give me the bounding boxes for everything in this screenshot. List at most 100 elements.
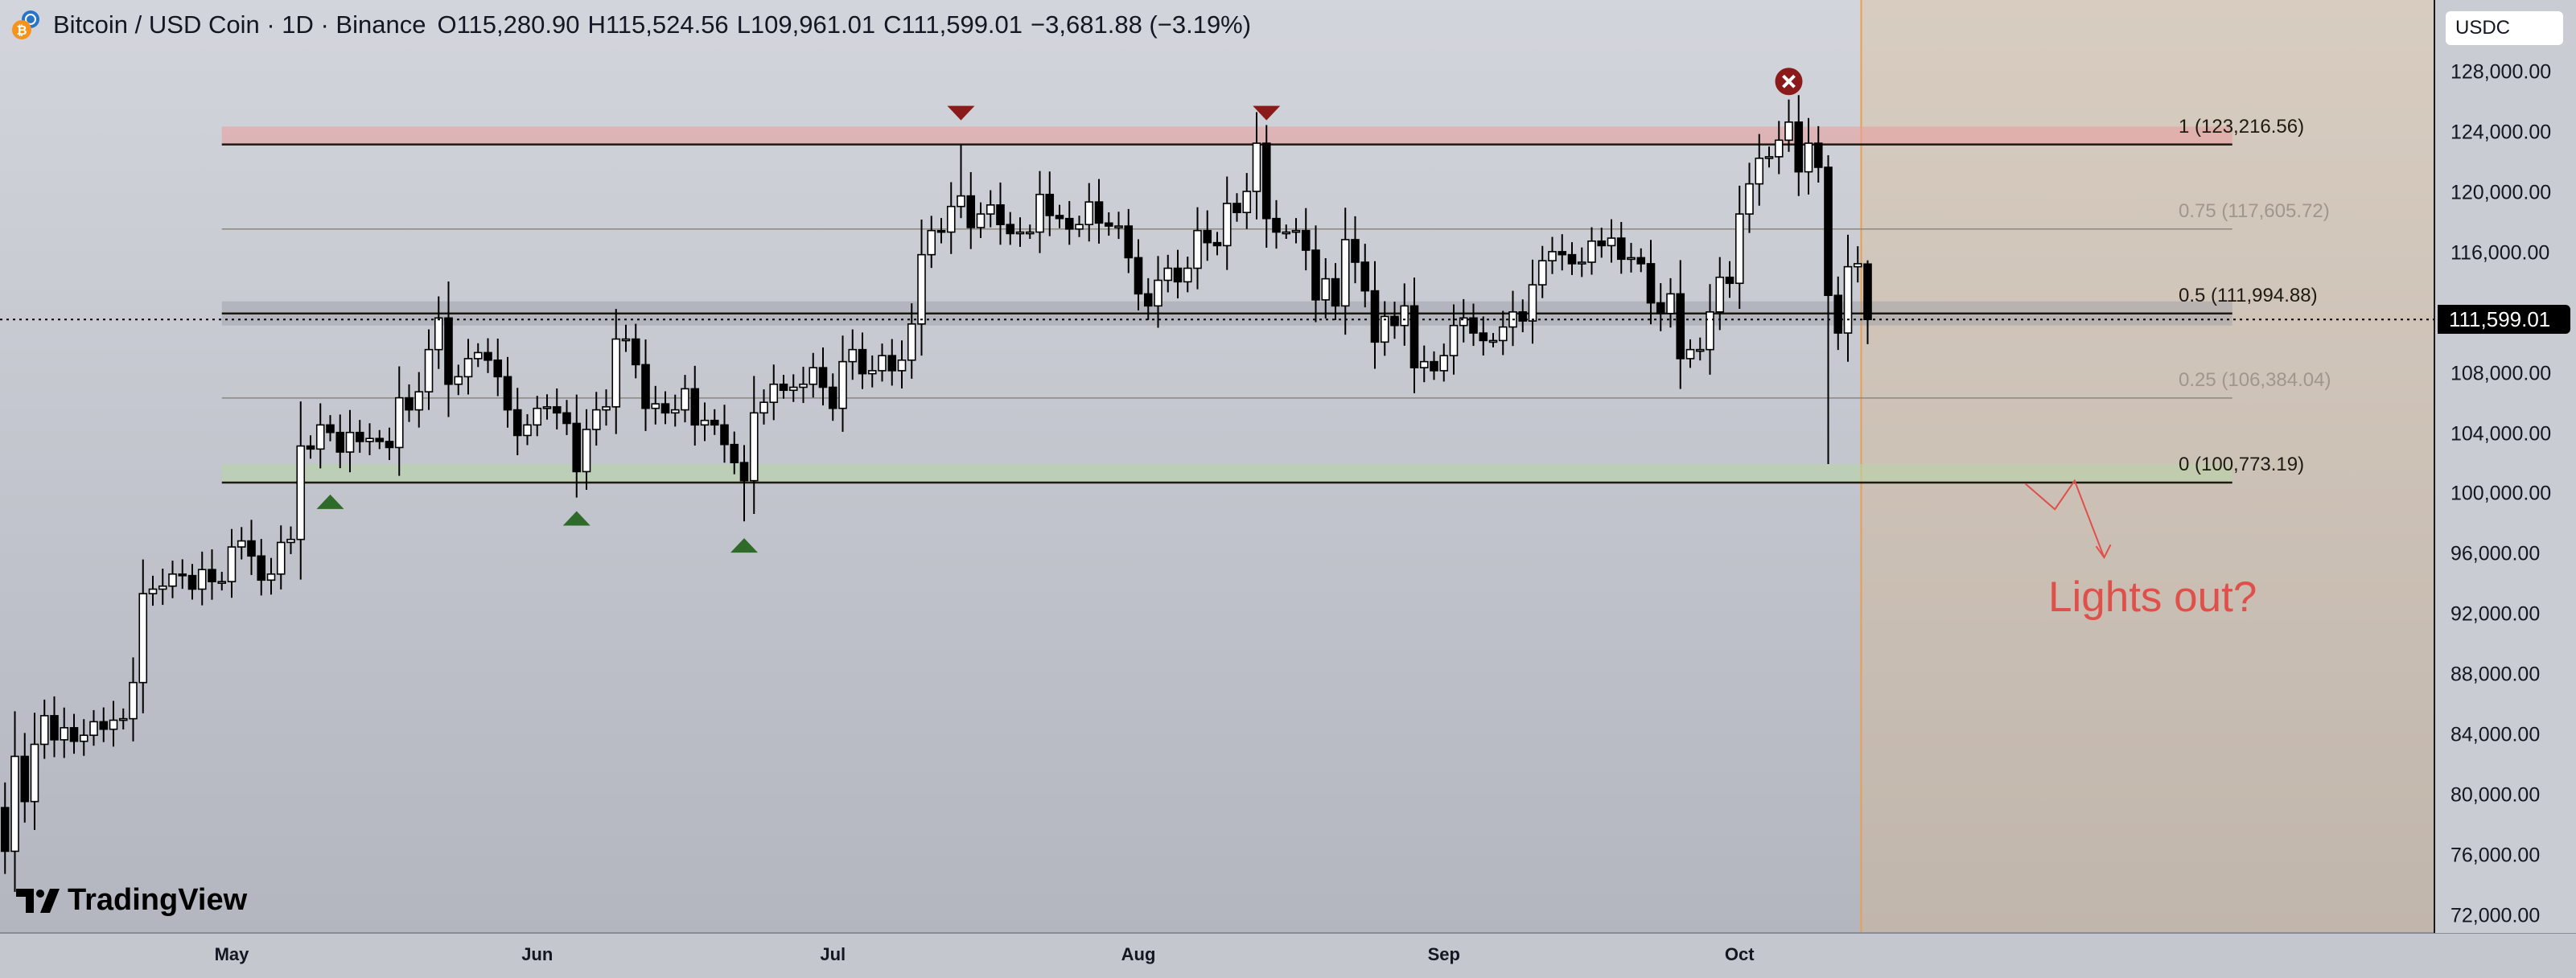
- candle: [217, 581, 227, 584]
- candle: [1528, 284, 1537, 322]
- candle: [1390, 315, 1399, 327]
- symbol-title[interactable]: Bitcoin / USD Coin · 1D · Binance: [53, 10, 426, 39]
- candle: [1291, 229, 1301, 233]
- candle: [1094, 201, 1104, 224]
- candle: [1331, 277, 1340, 307]
- candle: [1173, 267, 1183, 283]
- candle: [946, 205, 956, 233]
- candle: [237, 540, 246, 548]
- price-tick-label: 128,000.00: [2450, 60, 2552, 84]
- candle: [1104, 222, 1113, 227]
- annotation-text[interactable]: Lights out?: [2048, 573, 2257, 621]
- candle: [197, 569, 207, 590]
- low-value: L109,961.01: [736, 10, 876, 39]
- candle: [1301, 229, 1311, 251]
- candle: [887, 355, 897, 372]
- buy-signal-icon: [730, 538, 758, 553]
- candle: [1577, 261, 1586, 265]
- candle: [1272, 217, 1281, 233]
- candle: [0, 807, 10, 853]
- candle: [1183, 267, 1192, 283]
- candle: [611, 338, 621, 408]
- candle: [838, 360, 847, 409]
- candle: [897, 359, 907, 372]
- candle: [385, 441, 394, 449]
- candle: [917, 253, 926, 325]
- change-value: −3,681.88 (−3.19%): [1031, 10, 1252, 39]
- candle: [138, 593, 148, 684]
- candle: [1715, 276, 1725, 313]
- tradingview-logo[interactable]: TradingView: [16, 883, 247, 918]
- candle: [878, 355, 887, 372]
- candle: [1025, 231, 1035, 235]
- candle: [1587, 240, 1596, 263]
- fib-level-label: 0.25 (106,384.04): [2179, 368, 2331, 391]
- candle: [69, 727, 79, 742]
- candle: [1163, 267, 1173, 281]
- candle: [828, 386, 837, 409]
- candle: [1419, 360, 1429, 368]
- candle: [1075, 224, 1084, 230]
- candle: [1045, 193, 1055, 216]
- candle: [1518, 311, 1528, 322]
- price-tick-label: 124,000.00: [2450, 121, 2552, 144]
- support-band: [221, 464, 2232, 483]
- candle: [710, 419, 719, 426]
- candle: [1706, 311, 1714, 351]
- candle: [424, 348, 434, 392]
- candle: [660, 403, 670, 414]
- candle: [591, 409, 601, 430]
- candle: [1833, 294, 1843, 334]
- candle: [1035, 193, 1044, 233]
- currency-selector[interactable]: USDC: [2446, 11, 2563, 45]
- fib-level-label: 0 (100,773.19): [2179, 454, 2305, 475]
- bitcoin-usdc-icon: ₿: [12, 10, 39, 39]
- candle: [484, 351, 492, 361]
- candle: [1695, 348, 1705, 352]
- last-price-label: 111,599.01: [2438, 305, 2570, 335]
- candle: [681, 388, 689, 411]
- candle: [651, 403, 660, 409]
- candle: [118, 717, 128, 721]
- candle: [809, 367, 818, 385]
- candle: [670, 409, 680, 414]
- price-tick-label: 92,000.00: [2450, 602, 2541, 626]
- candle: [1143, 293, 1153, 307]
- time-axis-label: Jul: [820, 944, 846, 964]
- fib-level-label: 0.75 (117,605.72): [2179, 199, 2330, 222]
- candle: [986, 204, 995, 215]
- price-tick-label: 116,000.00: [2450, 241, 2550, 265]
- candle: [1084, 201, 1094, 225]
- candle: [394, 397, 404, 449]
- candle: [1627, 257, 1636, 261]
- candle: [957, 195, 965, 208]
- candle: [20, 755, 30, 803]
- time-axis[interactable]: [0, 933, 2576, 978]
- candle: [542, 406, 552, 409]
- cross-circle-icon: [1775, 68, 1803, 96]
- candle: [168, 573, 177, 587]
- candle: [1449, 324, 1459, 356]
- candle: [1370, 290, 1380, 343]
- candle: [1340, 239, 1350, 307]
- candle: [1804, 142, 1813, 173]
- candle: [512, 409, 522, 437]
- candle: [927, 229, 936, 256]
- candle: [1351, 239, 1360, 263]
- price-tick-label: 76,000.00: [2450, 844, 2541, 867]
- candle: [1154, 279, 1162, 307]
- resistance-band: [221, 126, 2232, 145]
- candle: [799, 383, 808, 388]
- candle: [10, 755, 19, 853]
- candle: [60, 727, 69, 741]
- candle: [30, 743, 39, 803]
- candle: [700, 419, 710, 426]
- projection-arrow: [2024, 479, 2105, 558]
- price-axis[interactable]: [2434, 0, 2576, 933]
- candle: [1006, 224, 1015, 235]
- candle: [148, 588, 158, 594]
- candle: [1784, 121, 1793, 142]
- tradingview-logo-icon: [16, 888, 60, 913]
- candle: [1498, 326, 1508, 342]
